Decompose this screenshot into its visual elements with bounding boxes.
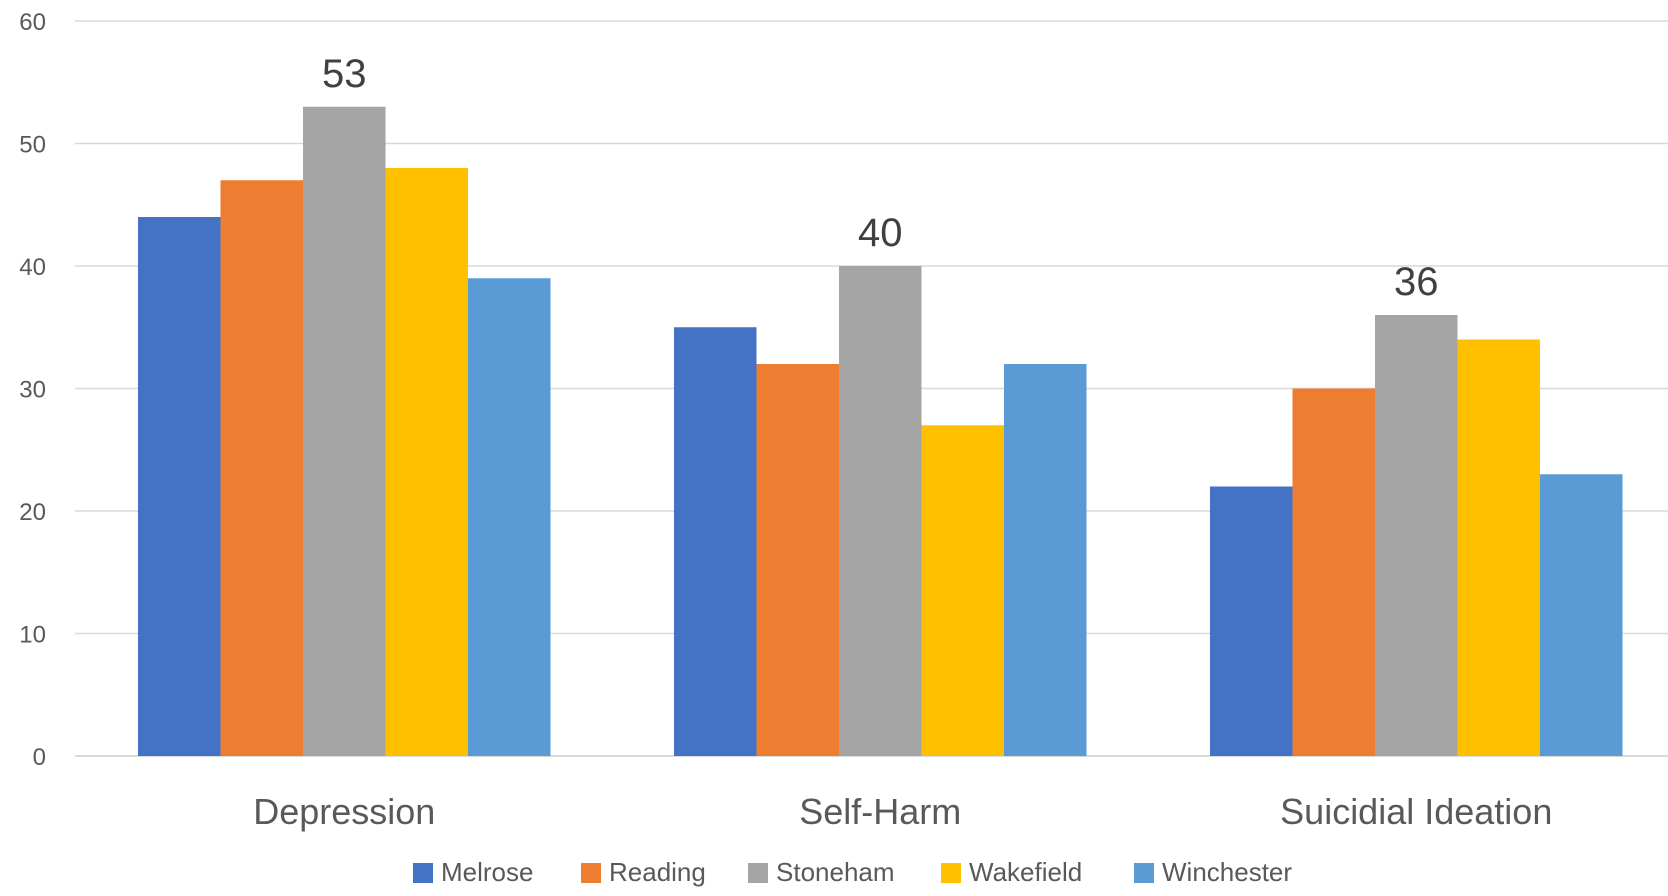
legend-swatch — [581, 863, 601, 883]
bar-reading-suicidial-ideation — [1292, 388, 1375, 756]
y-tick-label: 10 — [19, 622, 46, 649]
bar-melrose-depression — [138, 217, 221, 756]
bar-stoneham-self-harm — [839, 266, 922, 756]
legend-swatch — [413, 863, 433, 883]
y-tick-label: 50 — [19, 132, 46, 159]
bar-wakefield-self-harm — [921, 425, 1004, 756]
y-tick-label: 30 — [19, 377, 46, 404]
y-tick-label: 40 — [19, 254, 46, 281]
legend-label: Melrose — [441, 857, 533, 887]
bar-stoneham-suicidial-ideation — [1375, 315, 1458, 756]
bar-winchester-self-harm — [1004, 364, 1087, 756]
bar-melrose-suicidial-ideation — [1210, 486, 1293, 756]
y-axis-ticks: 0 10 20 30 40 50 60 — [19, 9, 46, 771]
bar-wakefield-suicidial-ideation — [1457, 339, 1540, 756]
bar-reading-depression — [220, 180, 303, 756]
data-label: 40 — [858, 211, 903, 255]
data-label: 36 — [1394, 260, 1439, 304]
legend-label: Winchester — [1162, 857, 1292, 887]
bar-winchester-suicidial-ideation — [1540, 474, 1623, 756]
legend-swatch — [941, 863, 961, 883]
legend-label: Stoneham — [776, 857, 895, 887]
legend-label: Reading — [609, 857, 706, 887]
category-label: Suicidial Ideation — [1280, 791, 1552, 832]
bar-reading-self-harm — [756, 364, 839, 756]
y-tick-label: 0 — [33, 744, 46, 771]
category-label: Self-Harm — [799, 791, 961, 832]
legend-swatch — [1134, 863, 1154, 883]
bars — [138, 106, 1623, 756]
x-axis-categories: Depression Self-Harm Suicidial Ideation — [253, 791, 1552, 832]
category-label: Depression — [253, 791, 435, 832]
bar-melrose-self-harm — [674, 327, 757, 756]
legend-swatch — [748, 863, 768, 883]
bar-winchester-depression — [468, 278, 551, 756]
y-tick-label: 60 — [19, 9, 46, 36]
data-label: 53 — [322, 52, 367, 96]
legend-label: Wakefield — [969, 857, 1082, 887]
legend: Melrose Reading Stoneham Wakefield Wincheste… — [413, 857, 1292, 887]
y-tick-label: 20 — [19, 499, 46, 526]
bar-stoneham-depression — [303, 106, 386, 756]
data-labels: 53 40 36 — [322, 52, 1439, 304]
bar-wakefield-depression — [385, 168, 468, 756]
